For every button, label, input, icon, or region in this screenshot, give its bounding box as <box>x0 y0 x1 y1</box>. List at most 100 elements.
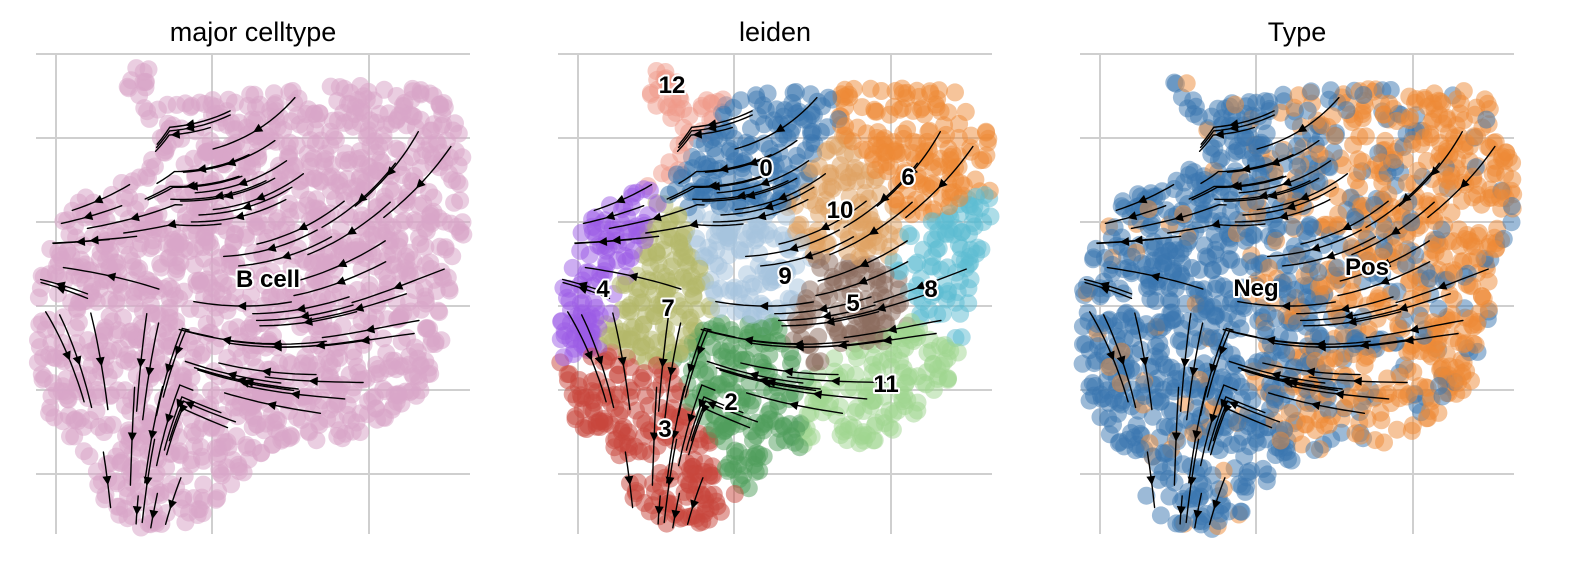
cell-point-b-cell <box>289 239 308 258</box>
cell-point-b-cell <box>318 376 337 395</box>
cell-point-b-cell <box>304 267 323 286</box>
cell-point-b-cell <box>175 213 194 232</box>
cell-point-3 <box>725 485 744 503</box>
cell-point-6 <box>950 189 969 208</box>
cell-point-7 <box>657 333 676 351</box>
cell-point-b-cell <box>32 312 51 331</box>
panel-title-leiden: leiden <box>739 17 811 47</box>
cell-point-6 <box>843 132 862 151</box>
velocity-arrowhead <box>346 226 357 235</box>
cell-point-pos <box>1297 415 1316 434</box>
cell-point-b-cell <box>93 271 112 290</box>
cell-point-b-cell <box>201 395 220 414</box>
cell-point-b-cell <box>352 312 371 331</box>
cell-point-pos <box>1425 212 1444 230</box>
cell-point-10 <box>844 145 862 163</box>
cell-point-b-cell <box>280 273 299 292</box>
cell-point-b-cell <box>305 169 324 188</box>
cell-point-3 <box>560 365 579 384</box>
cell-point-neg <box>1302 82 1321 101</box>
cell-point-11 <box>883 420 902 439</box>
cell-point-b-cell <box>377 344 396 363</box>
velocity-arrowhead <box>237 177 248 187</box>
cell-point-10 <box>809 157 828 176</box>
velocity-arrowhead <box>255 192 266 201</box>
cell-point-0 <box>796 141 815 160</box>
cell-point-8 <box>946 293 965 312</box>
cell-point-11 <box>854 423 873 442</box>
cell-point-pos <box>1353 101 1372 120</box>
cell-point-pos <box>1414 128 1433 147</box>
cell-point-neg <box>1165 379 1184 397</box>
cell-point-neg <box>1092 390 1111 408</box>
cell-point-b-cell <box>285 223 304 242</box>
velocity-arrowhead <box>196 164 207 173</box>
cell-point-b-cell <box>406 281 425 300</box>
cell-point-neg <box>1133 254 1151 273</box>
cell-point-3 <box>642 445 660 464</box>
cell-point-11 <box>825 349 844 368</box>
cell-point-6 <box>956 102 975 121</box>
cell-point-neg <box>1232 502 1251 521</box>
cell-point-6 <box>872 82 891 100</box>
velocity-streams <box>40 96 452 529</box>
velocity-arrowhead <box>136 358 146 368</box>
cell-point-neg <box>1346 328 1365 347</box>
cell-point-b-cell <box>325 349 344 368</box>
cell-point-neg <box>1109 321 1128 340</box>
cell-point-b-cell <box>278 148 297 166</box>
velocity-arrowhead <box>365 324 376 334</box>
cell-point-b-cell <box>377 194 396 213</box>
cell-point-neg <box>1277 344 1296 363</box>
cell-point-b-cell <box>373 153 392 172</box>
cell-point-2 <box>742 422 761 441</box>
velocity-arrowhead <box>149 509 159 520</box>
cell-point-b-cell <box>65 411 84 430</box>
cell-point-b-cell <box>335 113 354 132</box>
cell-point-b-cell <box>389 386 408 405</box>
cell-point-b-cell <box>432 143 451 162</box>
cell-point-b-cell <box>262 286 281 305</box>
cell-point-pos <box>1226 95 1244 114</box>
cell-point-b-cell <box>361 137 380 155</box>
cell-point-pos <box>1486 164 1505 183</box>
cell-point-b-cell <box>404 82 422 101</box>
cell-point-pos <box>1417 409 1436 428</box>
cell-point-4 <box>572 223 591 242</box>
cell-point-b-cell <box>247 358 266 377</box>
cell-point-5 <box>826 270 844 289</box>
cell-point-10 <box>831 156 850 175</box>
cell-point-3 <box>681 464 700 483</box>
cell-point-b-cell <box>119 421 138 440</box>
velocity-arrowhead <box>179 403 188 414</box>
cell-point-pos <box>1387 112 1406 130</box>
cell-point-pos <box>1329 187 1347 206</box>
cell-point-8 <box>975 186 994 205</box>
cell-point-neg <box>1197 300 1216 319</box>
cell-point-b-cell <box>188 506 207 524</box>
velocity-arrowhead <box>165 413 174 424</box>
cell-point-b-cell <box>368 410 386 429</box>
cell-point-neg <box>1137 315 1156 334</box>
cell-point-b-cell <box>87 292 106 311</box>
cell-point-neg <box>1162 303 1181 322</box>
cell-point-b-cell <box>360 276 379 294</box>
cell-point-b-cell <box>374 380 393 398</box>
cell-point-6 <box>886 81 905 100</box>
cell-point-pos <box>1372 411 1391 430</box>
cell-point-6 <box>898 120 917 139</box>
cell-point-3 <box>574 418 593 437</box>
cell-point-b-cell <box>404 251 423 270</box>
cell-point-4 <box>576 326 595 345</box>
cell-point-pos <box>1280 404 1299 422</box>
cell-point-b-cell <box>266 101 285 120</box>
cell-point-b-cell <box>95 323 113 341</box>
cell-point-pos <box>1432 178 1451 197</box>
cell-point-8 <box>960 247 979 266</box>
cell-point-9 <box>705 284 724 303</box>
cell-point-b-cell <box>283 82 302 100</box>
cell-point-b-cell <box>321 77 340 96</box>
cell-point-b-cell <box>334 151 353 170</box>
cell-point-b-cell <box>416 294 435 313</box>
